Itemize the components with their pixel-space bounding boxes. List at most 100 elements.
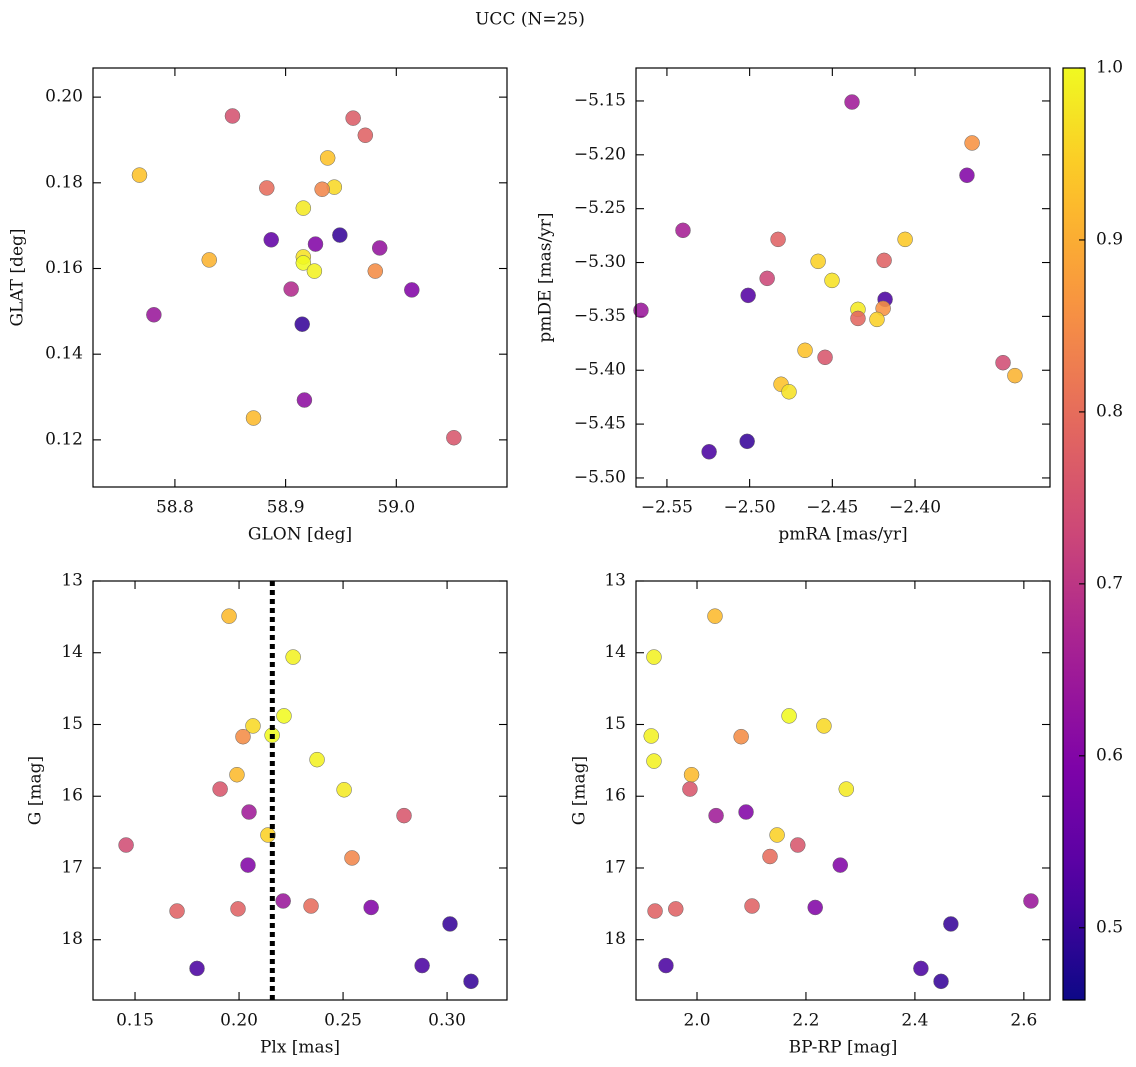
- y-tick-label: 17: [604, 857, 626, 877]
- x-tick-label: −2.50: [724, 498, 776, 518]
- y-tick-label: 0.16: [45, 258, 83, 278]
- y-tick-label: −5.25: [574, 198, 626, 218]
- point: [959, 167, 975, 184]
- point: [658, 957, 674, 974]
- y-tick-label: 0.18: [45, 172, 83, 192]
- point: [759, 270, 775, 287]
- point: [344, 850, 360, 866]
- point: [995, 354, 1011, 371]
- point: [446, 429, 462, 446]
- point: [275, 893, 291, 909]
- x-tick-label: 0.25: [324, 1011, 362, 1031]
- point: [404, 282, 420, 298]
- point: [336, 782, 352, 798]
- x-tick-label: 2.2: [792, 1011, 819, 1031]
- point: [224, 108, 241, 124]
- point: [913, 960, 929, 977]
- point: [295, 200, 312, 216]
- point: [844, 94, 860, 110]
- y-tick-label: 18: [61, 929, 83, 949]
- point: [357, 127, 374, 144]
- y-axis-label: G [mag]: [570, 756, 590, 825]
- point: [869, 311, 885, 328]
- plot-frame: [92, 67, 508, 488]
- point: [245, 718, 261, 734]
- point: [781, 384, 797, 400]
- point: [285, 649, 301, 665]
- point: [738, 804, 754, 820]
- point: [762, 848, 778, 865]
- point: [707, 608, 723, 624]
- point: [314, 181, 330, 197]
- point: [296, 392, 313, 408]
- colorbar: [1062, 67, 1086, 1001]
- point: [683, 766, 700, 783]
- point: [294, 316, 310, 332]
- point: [245, 410, 262, 426]
- x-tick-label: 2.4: [901, 1011, 928, 1031]
- point: [633, 302, 649, 319]
- x-tick-label: −2.40: [889, 498, 941, 518]
- point: [744, 898, 760, 914]
- point: [740, 287, 756, 304]
- x-tick-label: 0.20: [220, 1011, 258, 1031]
- point: [646, 753, 662, 769]
- point: [817, 349, 833, 366]
- y-tick-label: −5.40: [574, 360, 626, 380]
- point: [770, 231, 786, 248]
- point: [442, 916, 458, 932]
- y-tick-label: 0.20: [45, 87, 83, 107]
- point: [345, 110, 361, 126]
- x-tick-label: 58.8: [156, 498, 194, 518]
- point: [131, 167, 148, 183]
- x-axis-label: Plx [mas]: [260, 1038, 340, 1058]
- point: [646, 649, 662, 665]
- y-tick-label: 17: [61, 857, 83, 877]
- point: [414, 957, 430, 974]
- x-axis-label: BP-RP [mag]: [789, 1038, 898, 1058]
- point: [876, 252, 892, 269]
- x-tick-label: 2.0: [683, 1011, 710, 1031]
- point: [260, 827, 276, 843]
- point: [371, 240, 388, 256]
- plot-frame: [92, 580, 508, 1001]
- point: [189, 960, 205, 977]
- point: [682, 781, 698, 797]
- point: [1007, 367, 1023, 384]
- y-axis-label: G [mag]: [26, 756, 46, 825]
- y-tick-label: 0.12: [45, 429, 83, 449]
- point: [240, 857, 256, 873]
- point: [363, 899, 379, 916]
- colorbar-tick-label: 0.9: [1096, 229, 1123, 249]
- point: [739, 433, 755, 450]
- point: [332, 227, 348, 243]
- x-tick-label: −2.55: [641, 498, 693, 518]
- plot-frame: [635, 580, 1051, 1001]
- colorbar-tick-label: 0.8: [1096, 401, 1123, 421]
- x-tick-label: 0.15: [116, 1011, 154, 1031]
- point: [832, 857, 849, 873]
- point: [668, 901, 684, 917]
- point: [263, 232, 279, 248]
- point: [733, 728, 749, 745]
- y-tick-label: −5.15: [574, 90, 626, 110]
- point: [307, 236, 324, 252]
- point: [708, 807, 724, 824]
- colorbar-tick-label: 0.6: [1096, 745, 1123, 765]
- y-tick-label: 0.14: [45, 344, 83, 364]
- point: [781, 708, 797, 724]
- y-tick-label: 14: [604, 642, 626, 662]
- point: [367, 263, 384, 279]
- point: [647, 903, 663, 919]
- point: [118, 837, 134, 853]
- point: [212, 781, 228, 797]
- point: [838, 781, 855, 797]
- y-tick-label: 16: [604, 786, 626, 806]
- point: [675, 222, 691, 239]
- point: [396, 807, 412, 824]
- point: [643, 728, 660, 744]
- point: [319, 150, 336, 166]
- point: [241, 804, 257, 820]
- point: [943, 916, 959, 932]
